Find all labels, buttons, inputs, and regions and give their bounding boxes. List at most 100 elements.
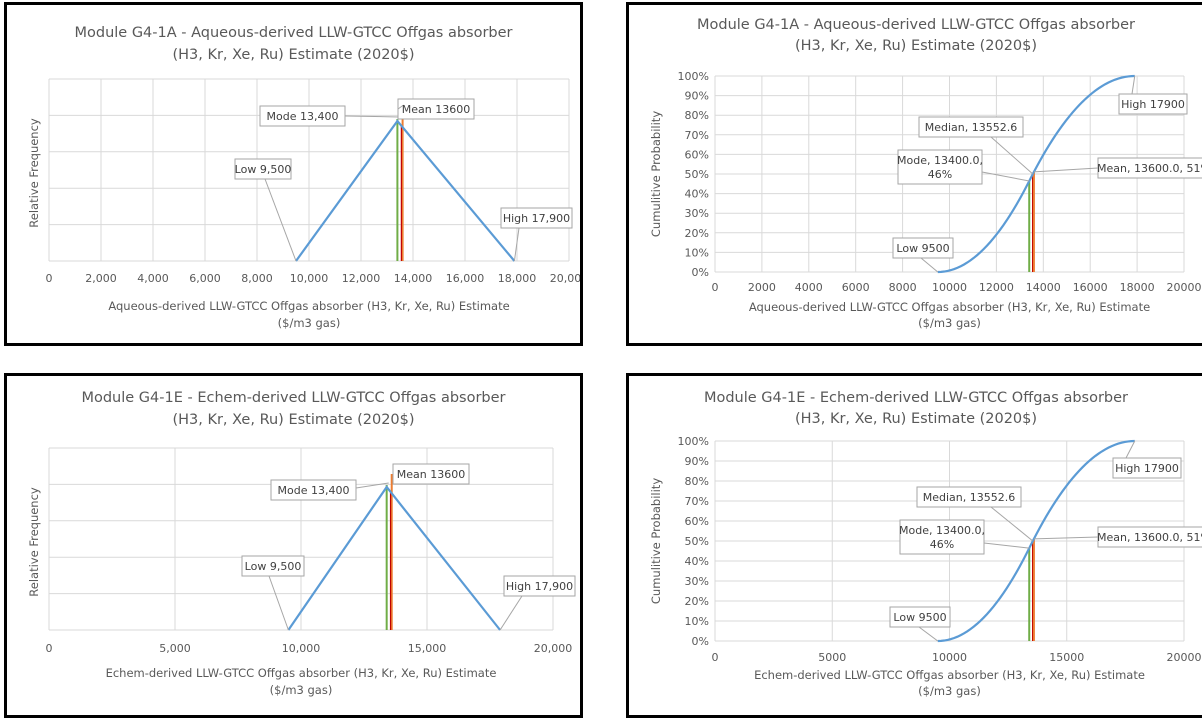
callout-3-box	[500, 207, 573, 229]
y-axis-label: Relative Frequency	[27, 487, 41, 597]
y-tick-label: 30%	[685, 207, 709, 220]
callout-1-text: Mode 13,400	[267, 110, 339, 123]
x-tick-label: 18,000	[498, 272, 537, 285]
callout-0-box	[234, 158, 292, 180]
x-tick-label: 16000	[1073, 281, 1108, 294]
callout-2-box	[897, 149, 983, 185]
y-tick-label: 90%	[685, 90, 709, 103]
chart-title: Module G4-1A - Aqueous-derived LLW-GTCC …	[74, 25, 512, 41]
callout-0-box	[892, 237, 954, 259]
callout-2-text: 46%	[928, 168, 952, 181]
x-tick-label: 12000	[979, 281, 1014, 294]
x-tick-label: 10,000	[282, 642, 321, 655]
y-tick-label: 20%	[685, 595, 709, 608]
x-tick-label: 20000	[1167, 281, 1202, 294]
callout-2-text: 46%	[930, 538, 954, 551]
cdf-chart-echem-svg: Module G4-1E - Echem-derived LLW-GTCC Of…	[649, 390, 1202, 698]
cdf-chart-echem: Module G4-1E - Echem-derived LLW-GTCC Of…	[626, 373, 1202, 718]
callout-3-pointer	[499, 595, 523, 631]
callout-1-box	[916, 486, 1022, 508]
y-tick-label: 10%	[685, 246, 709, 259]
x-axis-label: ($/m3 gas)	[278, 316, 341, 330]
callout-4-pointer	[1131, 75, 1136, 95]
y-tick-label: 60%	[685, 515, 709, 528]
x-axis-label: Echem-derived LLW-GTCC Offgas absorber (…	[106, 666, 497, 680]
y-tick-label: 100%	[678, 435, 709, 448]
x-tick-label: 10000	[932, 651, 967, 664]
callout-2-box	[899, 519, 985, 555]
x-tick-label: 20,000	[550, 272, 580, 285]
cdf-chart-aqueous: Module G4-1A - Aqueous-derived LLW-GTCC …	[626, 2, 1202, 346]
callout-2-text: Mode, 13400.0,	[897, 154, 983, 167]
callout-4-pointer	[1125, 440, 1136, 459]
x-tick-label: 16,000	[446, 272, 485, 285]
x-tick-label: 4000	[795, 281, 823, 294]
y-tick-label: 0%	[692, 635, 709, 648]
callout-3-text: Mean, 13600.0, 51%	[1097, 162, 1202, 175]
callout-1-pointer	[355, 482, 389, 489]
y-tick-label: 90%	[685, 455, 709, 468]
x-tick-label: 6,000	[189, 272, 221, 285]
callout-0-pointer	[264, 178, 297, 262]
callout-4-box	[1112, 457, 1182, 479]
x-tick-label: 6000	[842, 281, 870, 294]
y-tick-label: 10%	[685, 615, 709, 628]
callout-2-text: Mean 13600	[397, 468, 465, 481]
callout-0-text: Low 9500	[896, 242, 949, 255]
y-tick-label: 50%	[685, 535, 709, 548]
x-tick-label: 14,000	[394, 272, 433, 285]
x-tick-label: 0	[712, 651, 719, 664]
y-tick-label: 80%	[685, 109, 709, 122]
chart-title: (H3, Kr, Xe, Ru) Estimate (2020$)	[172, 47, 414, 63]
x-axis-label: Aqueous-derived LLW-GTCC Offgas absorber…	[749, 300, 1150, 314]
y-tick-label: 40%	[685, 188, 709, 201]
callout-2-text: Mean 13600	[402, 103, 470, 116]
y-tick-label: 70%	[685, 129, 709, 142]
callout-4-text: High 17900	[1115, 462, 1179, 475]
chart-title: (H3, Kr, Xe, Ru) Estimate (2020$)	[172, 412, 414, 428]
x-tick-label: 5,000	[159, 642, 191, 655]
x-tick-label: 15000	[1049, 651, 1084, 664]
x-tick-label: 20000	[1167, 651, 1202, 664]
callout-0-box	[889, 606, 951, 628]
callout-0-pointer	[920, 257, 939, 273]
callout-0-pointer	[268, 575, 289, 631]
callout-2-pointer	[397, 104, 404, 110]
x-tick-label: 0	[46, 272, 53, 285]
y-tick-label: 20%	[685, 227, 709, 240]
callout-1-text: Mode 13,400	[278, 484, 350, 497]
x-axis-label: ($/m3 gas)	[270, 683, 333, 697]
y-tick-label: 30%	[685, 575, 709, 588]
chart-title: (H3, Kr, Xe, Ru) Estimate (2020$)	[795, 411, 1037, 427]
y-axis-label: Cumulitive Probability	[649, 478, 663, 604]
callout-1-text: Median, 13552.6	[925, 121, 1018, 134]
callout-3-pointer	[1033, 536, 1099, 540]
x-tick-label: 5000	[818, 651, 846, 664]
x-tick-label: 18000	[1120, 281, 1155, 294]
callout-1-box	[270, 479, 357, 501]
callout-1-text: Median, 13552.6	[923, 491, 1016, 504]
x-tick-label: 4,000	[137, 272, 169, 285]
callout-2-pointer	[983, 542, 1030, 549]
callout-0-text: Low 9500	[893, 611, 946, 624]
callout-2-pointer	[981, 171, 1030, 182]
chart-title: (H3, Kr, Xe, Ru) Estimate (2020$)	[795, 38, 1037, 54]
cdf-series-line	[937, 74, 1135, 274]
callout-1-box	[918, 116, 1024, 138]
x-tick-label: 20,000	[534, 642, 573, 655]
x-axis-label: ($/m3 gas)	[918, 316, 981, 330]
x-tick-label: 12,000	[342, 272, 381, 285]
pdf-chart-aqueous: Module G4-1A - Aqueous-derived LLW-GTCC …	[4, 2, 583, 346]
callout-3-text: High 17,900	[503, 212, 570, 225]
callout-1-pointer	[990, 506, 1034, 542]
x-tick-label: 8000	[889, 281, 917, 294]
callout-0-box	[241, 555, 305, 577]
cdf-series-line	[937, 439, 1135, 643]
x-tick-label: 8,000	[241, 272, 273, 285]
x-axis-label: Aqueous-derived LLW-GTCC Offgas absorber…	[108, 299, 509, 313]
pdf-chart-aqueous-svg: Module G4-1A - Aqueous-derived LLW-GTCC …	[27, 25, 580, 330]
y-tick-label: 80%	[685, 475, 709, 488]
x-tick-label: 14000	[1026, 281, 1061, 294]
callout-3-box	[503, 575, 576, 597]
callout-3-text: Mean, 13600.0, 51%	[1097, 531, 1202, 544]
